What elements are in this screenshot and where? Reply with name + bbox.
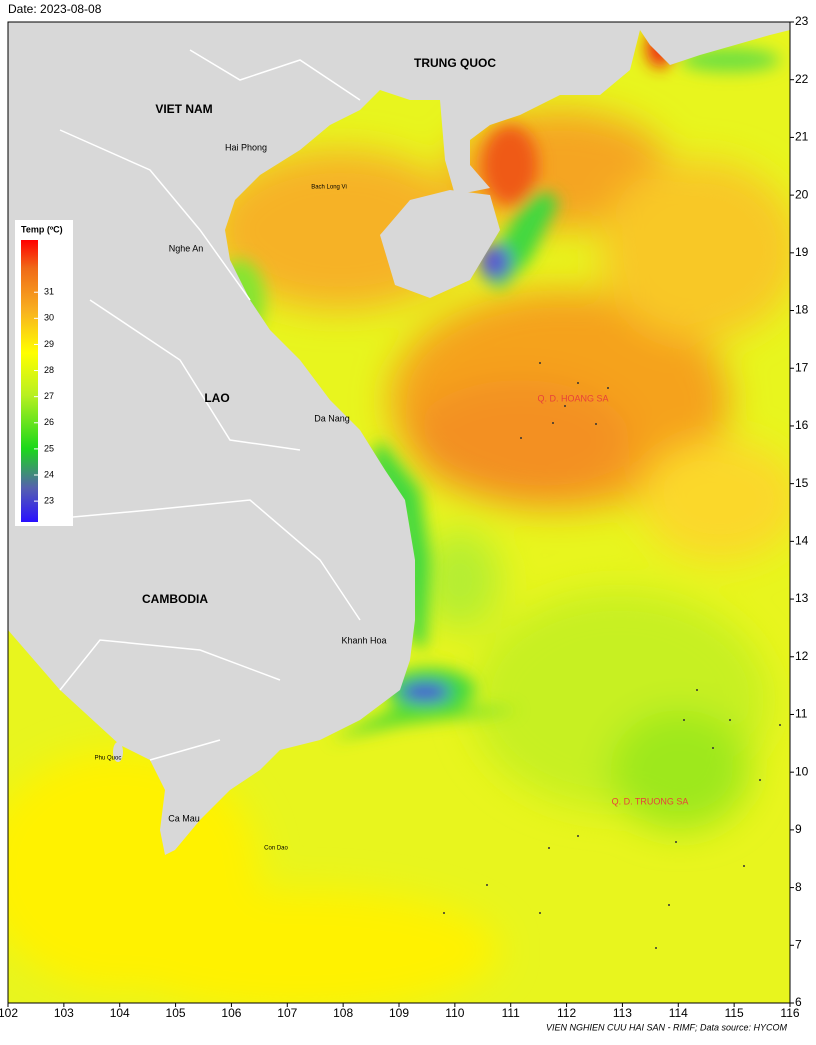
country-label: TRUNG QUOC	[414, 56, 496, 70]
place-label: Bach Long Vi	[311, 185, 347, 191]
y-tick-label: 20	[795, 187, 809, 201]
x-tick-label: 116	[780, 1006, 799, 1020]
place-label: Nghe An	[169, 243, 204, 253]
place-label: Ca Mau	[168, 813, 200, 823]
colorbar-tick-label: 26	[44, 417, 54, 427]
colorbar-tick-label: 27	[44, 391, 54, 401]
x-tick-label: 103	[54, 1006, 74, 1020]
sst-field	[8, 22, 790, 1003]
place-label: Con Dao	[264, 846, 288, 852]
colorbar-tick-label: 23	[44, 495, 54, 505]
y-tick-label: 22	[795, 72, 809, 86]
y-tick-label: 21	[795, 130, 809, 144]
place-label: Da Nang	[314, 413, 350, 423]
colorbar-tick-label: 31	[44, 287, 54, 297]
archipelago-label: Q. D. HOANG SA	[537, 393, 608, 403]
legend-title: Temp (ºC)	[21, 224, 63, 234]
y-tick-label: 11	[795, 707, 808, 721]
y-tick-label: 18	[795, 303, 809, 317]
x-tick-label: 112	[557, 1006, 576, 1020]
y-tick-label: 19	[795, 245, 809, 259]
y-tick-label: 13	[795, 591, 809, 605]
place-label: Phu Quoc	[95, 756, 122, 762]
y-tick-label: 23	[795, 14, 809, 28]
place-label: Khanh Hoa	[341, 635, 386, 645]
colorbar-tick-label: 28	[44, 365, 54, 375]
y-tick-label: 10	[795, 764, 809, 778]
country-label: CAMBODIA	[142, 592, 208, 606]
archipelago-label: Q. D. TRUONG SA	[612, 796, 689, 806]
x-tick-label: 105	[166, 1006, 186, 1020]
x-tick-label: 109	[389, 1006, 409, 1020]
colorbar-tick-label: 24	[44, 469, 54, 479]
x-tick-label: 115	[725, 1006, 744, 1020]
borders	[39, 49, 361, 761]
x-tick-label: 113	[613, 1006, 632, 1020]
colorbar-tick-label: 29	[44, 339, 54, 349]
colorbar-tick-label: 25	[44, 443, 54, 453]
country-label: LAO	[204, 391, 229, 405]
y-tick-label: 8	[795, 880, 802, 894]
x-tick-label: 108	[333, 1006, 353, 1020]
country-label: VIET NAM	[155, 102, 212, 116]
land	[8, 22, 790, 855]
x-tick-label: 114	[669, 1006, 688, 1020]
colorbar	[21, 240, 38, 522]
date-title: Date: 2023-08-08	[8, 2, 102, 16]
colorbar-tick-label: 30	[44, 313, 54, 323]
y-tick-label: 9	[795, 822, 802, 836]
y-tick-label: 12	[795, 649, 809, 663]
y-tick-label: 6	[795, 995, 802, 1009]
y-tick-label: 7	[795, 937, 802, 951]
y-tick-label: 17	[795, 360, 809, 374]
phu-quoc-island	[113, 742, 123, 762]
island-dots	[443, 362, 781, 949]
y-tick-label: 16	[795, 418, 809, 432]
x-tick-label: 106	[221, 1006, 241, 1020]
x-tick-label: 104	[110, 1006, 130, 1020]
y-tick-label: 15	[795, 476, 809, 490]
legend: Temp (ºC)	[15, 220, 73, 526]
x-tick-label: 107	[277, 1006, 297, 1020]
y-tick-label: 14	[795, 534, 809, 548]
x-tick-label: 102	[0, 1006, 18, 1020]
footer-credit: VIEN NGHIEN CUU HAI SAN - RIMF; Data sou…	[546, 1022, 788, 1032]
place-label: Hai Phong	[225, 142, 267, 152]
x-tick-label: 111	[502, 1006, 521, 1020]
x-tick-label: 110	[445, 1006, 464, 1020]
hainan	[380, 190, 500, 298]
